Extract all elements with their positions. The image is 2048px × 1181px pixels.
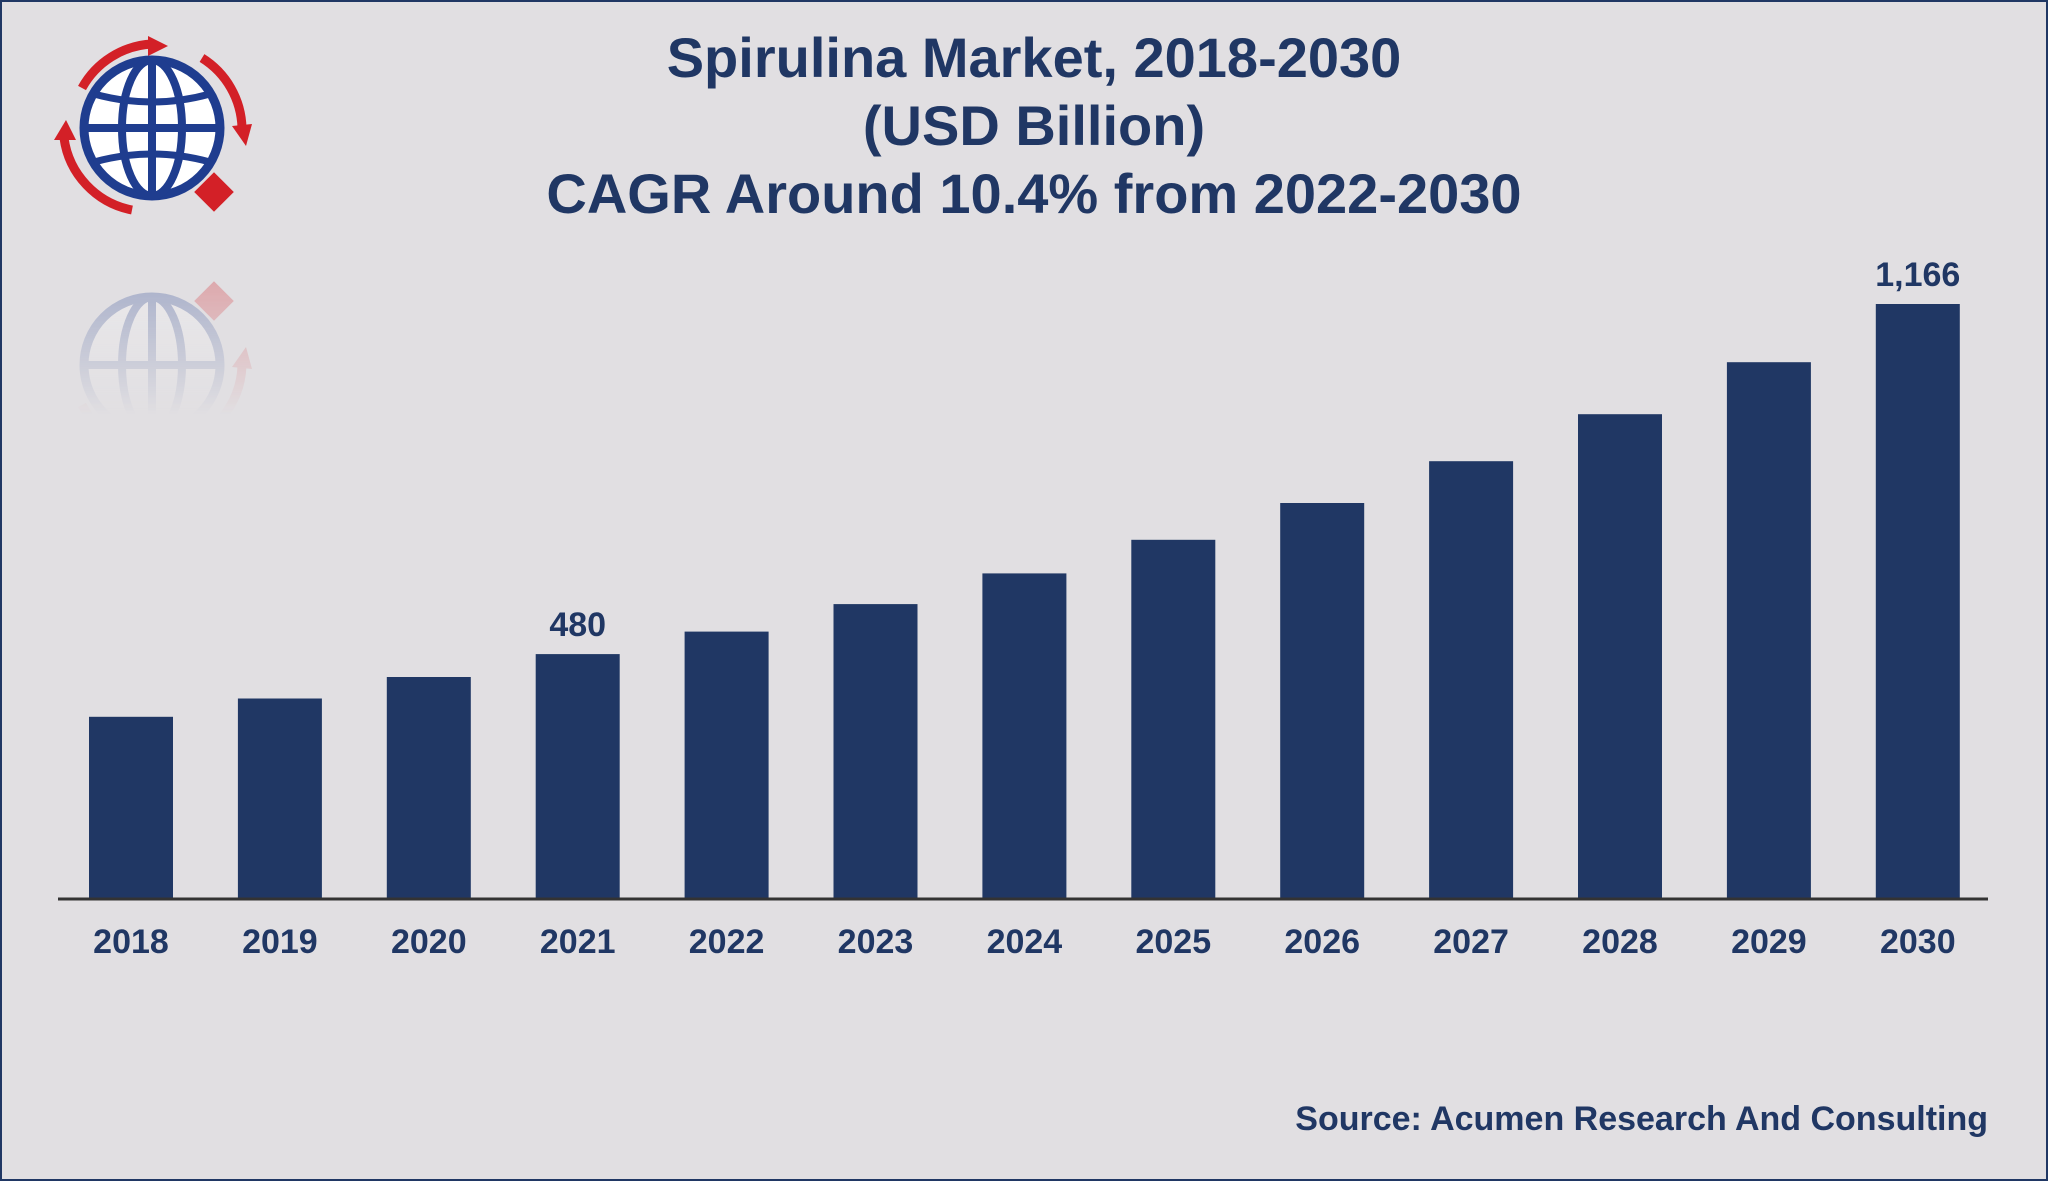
bar-2029: [1726, 362, 1811, 899]
x-tick-label-2025: 2025: [1135, 923, 1211, 961]
data-label-2030: 1,166: [1875, 256, 1960, 294]
bar-2021: [535, 654, 620, 899]
chart-title: Spirulina Market, 2018-2030 (USD Billion…: [0, 24, 2048, 228]
bar-2019: [237, 698, 322, 899]
source-note: Source: Acumen Research And Consulting: [1295, 1100, 1988, 1138]
x-tick-label-2024: 2024: [987, 923, 1063, 961]
chart-title-line-2: (USD Billion): [862, 94, 1206, 157]
data-label-2021: 480: [549, 606, 606, 644]
bar-2027: [1429, 461, 1514, 899]
x-tick-label-2030: 2030: [1880, 923, 1956, 961]
x-tick-label-2023: 2023: [838, 923, 914, 961]
bar-2020: [386, 677, 471, 899]
x-tick-label-2026: 2026: [1284, 923, 1360, 961]
bar-2025: [1131, 539, 1216, 899]
globe-logo-icon: [54, 36, 252, 215]
chart-title-line-1: Spirulina Market, 2018-2030: [666, 26, 1402, 89]
bar-2030: [1875, 304, 1960, 899]
x-tick-label-2019: 2019: [242, 923, 318, 961]
x-tick-label-2021: 2021: [540, 923, 616, 961]
x-tick-label-2029: 2029: [1731, 923, 1807, 961]
bar-2022: [684, 631, 769, 899]
globe-logo-reflection-icon: [78, 281, 252, 415]
chart-title-line-3: CAGR Around 10.4% from 2022-2030: [546, 162, 1522, 225]
x-tick-label-2020: 2020: [391, 923, 467, 961]
bar-2018: [89, 716, 173, 899]
bar-2026: [1280, 503, 1365, 899]
bar-2028: [1578, 414, 1662, 899]
x-tick-label-2022: 2022: [689, 923, 765, 961]
bar-2023: [833, 604, 918, 899]
x-tick-label-2028: 2028: [1582, 923, 1658, 961]
x-tick-label-2027: 2027: [1433, 923, 1509, 961]
bar-2024: [982, 573, 1067, 899]
globe-logo-graphic: [54, 36, 252, 215]
x-tick-label-2018: 2018: [93, 923, 169, 961]
